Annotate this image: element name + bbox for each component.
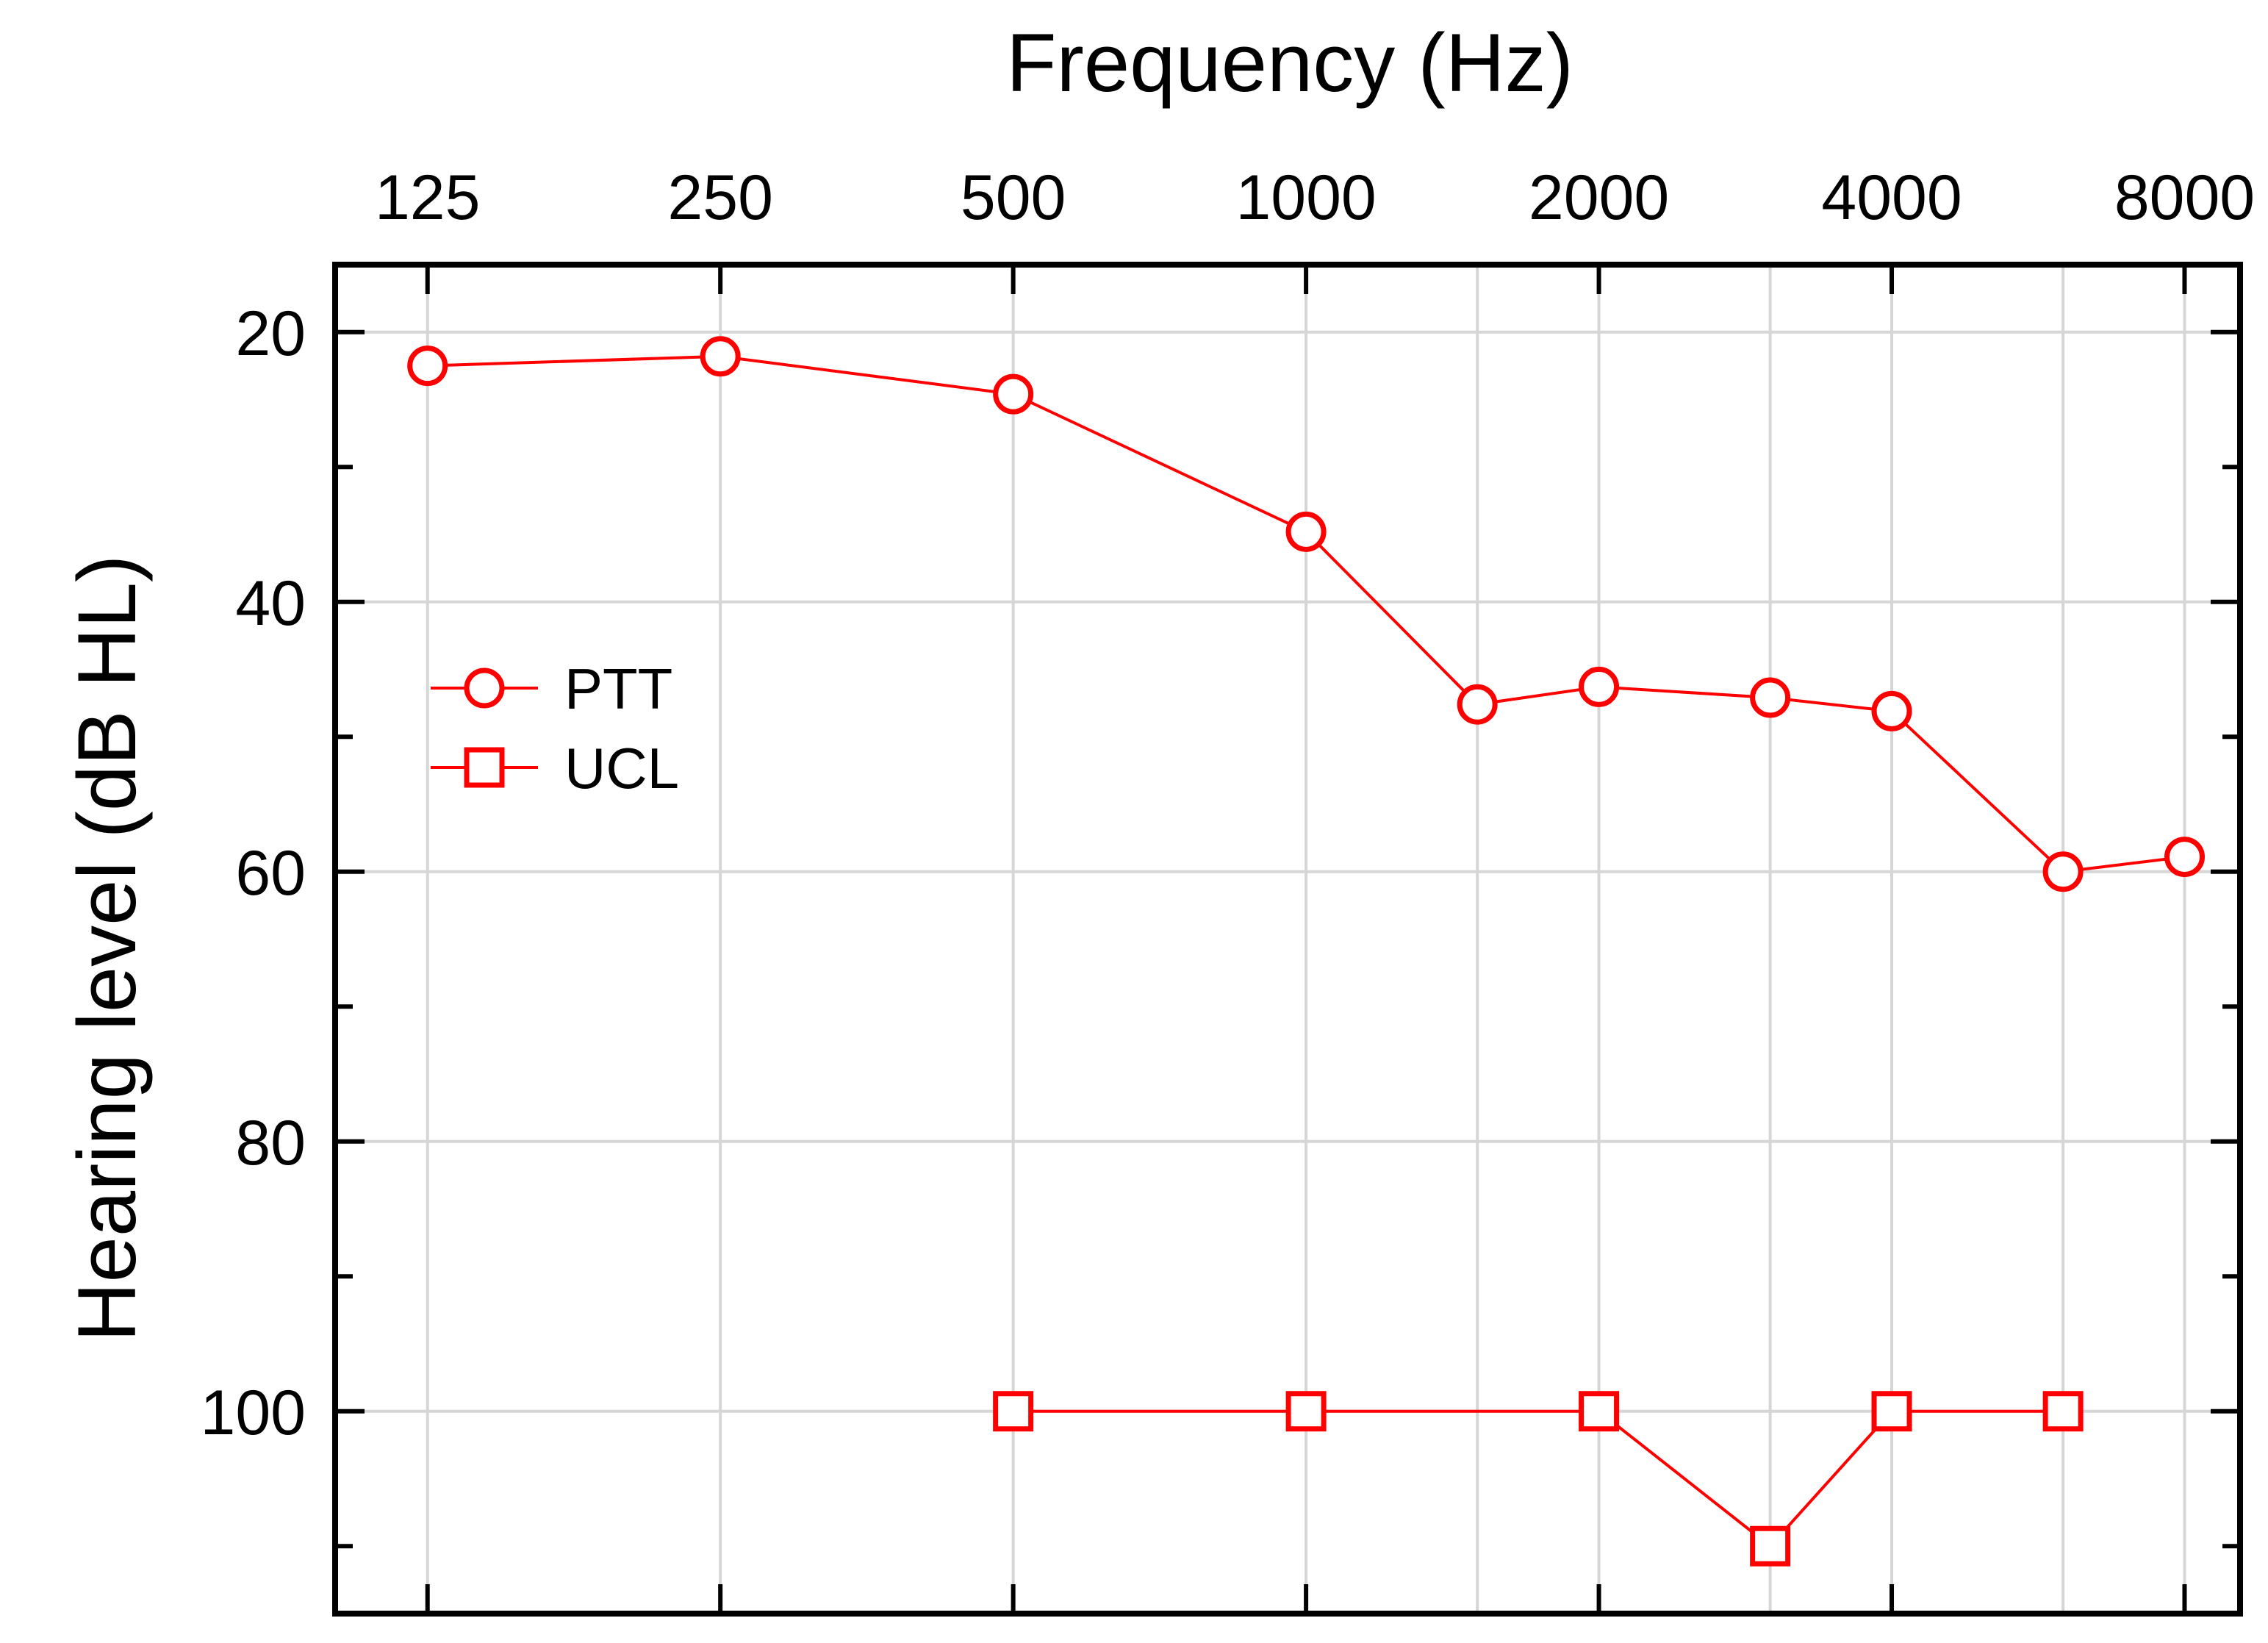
x-tick-label: 2000 <box>1529 162 1669 233</box>
ptt-point <box>1871 690 1912 731</box>
ucl-point <box>1285 1391 1327 1432</box>
y-tick-label: 80 <box>235 1108 306 1178</box>
ucl-line <box>1013 1409 2064 1548</box>
data-series <box>407 336 2205 1567</box>
ucl-point <box>1579 1391 1620 1432</box>
x-tick-labels: 125 250 500 1000 2000 4000 8000 <box>375 162 2255 233</box>
legend-ucl-marker <box>464 747 505 788</box>
x-tick-label: 500 <box>961 162 1066 233</box>
ptt-point <box>1457 684 1498 725</box>
y-tick-labels: 20 40 60 80 100 <box>201 298 306 1448</box>
ptt-line <box>427 354 2185 873</box>
grid <box>335 265 2240 1614</box>
plot-frame <box>332 262 2243 1617</box>
ucl-point <box>2042 1391 2084 1432</box>
x-tick-label: 8000 <box>2114 162 2255 233</box>
ptt-point <box>2164 837 2205 878</box>
legend-ucl-label: UCL <box>564 736 679 801</box>
ptt-point <box>700 336 741 377</box>
ptt-point <box>407 346 448 387</box>
x-axis-title: Frequency (Hz) <box>1006 17 1573 109</box>
x-tick-label: 125 <box>375 162 481 233</box>
y-tick-label: 20 <box>235 298 306 369</box>
ptt-point <box>1579 666 1620 707</box>
y-tick-label: 100 <box>201 1378 306 1448</box>
ptt-point <box>1750 677 1791 718</box>
ptt-point <box>1285 511 1327 552</box>
x-tick-label: 4000 <box>1821 162 1962 233</box>
ptt-point <box>2042 851 2084 892</box>
legend: PTT UCL <box>431 656 679 801</box>
y-axis-title: Hearing level (dB HL) <box>61 555 153 1342</box>
ucl-point <box>993 1391 1034 1432</box>
axis-ticks <box>335 265 2240 1614</box>
y-tick-label: 40 <box>235 568 306 639</box>
ucl-point <box>1750 1525 1791 1567</box>
legend-ptt-marker <box>464 667 505 709</box>
x-tick-label: 1000 <box>1235 162 1376 233</box>
ucl-point <box>1871 1391 1912 1432</box>
y-tick-label: 60 <box>235 838 306 909</box>
x-tick-label: 250 <box>667 162 773 233</box>
legend-ptt-label: PTT <box>564 656 672 721</box>
ptt-point <box>993 373 1034 415</box>
